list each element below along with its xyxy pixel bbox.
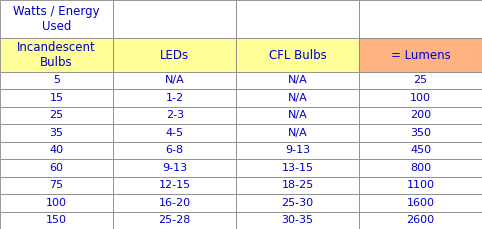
Bar [0,159,113,177]
Text: 2-3: 2-3 [166,110,184,120]
Bar [113,159,236,177]
Text: 1100: 1100 [406,180,435,190]
Bar [236,107,359,124]
Text: N/A: N/A [288,128,308,138]
Bar [0,107,113,124]
Text: 1600: 1600 [406,198,435,208]
Bar [359,177,482,194]
Bar [236,194,359,212]
Text: 60: 60 [50,163,64,173]
Bar [113,72,236,89]
Text: 100: 100 [46,198,67,208]
Bar [236,159,359,177]
Text: 25-28: 25-28 [159,215,191,225]
Bar [236,142,359,159]
Bar [359,212,482,229]
Bar [359,38,482,72]
Text: Watts / Energy
Used: Watts / Energy Used [13,5,100,33]
Bar [359,0,482,38]
Bar [359,142,482,159]
Text: 1-2: 1-2 [166,93,184,103]
Bar [236,0,359,38]
Bar [236,89,359,107]
Text: N/A: N/A [165,75,185,85]
Bar [0,212,113,229]
Text: CFL Bulbs: CFL Bulbs [269,49,326,62]
Bar [359,72,482,89]
Text: 18-25: 18-25 [281,180,314,190]
Bar [0,194,113,212]
Text: Incandescent
Bulbs: Incandescent Bulbs [17,41,96,69]
Bar [113,194,236,212]
Text: 13-15: 13-15 [281,163,314,173]
Text: 75: 75 [50,180,64,190]
Bar [236,38,359,72]
Bar [236,124,359,142]
Text: 16-20: 16-20 [159,198,191,208]
Bar [113,107,236,124]
Text: N/A: N/A [288,75,308,85]
Bar [113,142,236,159]
Text: N/A: N/A [288,93,308,103]
Bar [359,89,482,107]
Text: 30-35: 30-35 [281,215,314,225]
Text: 15: 15 [50,93,64,103]
Bar [359,194,482,212]
Text: LEDs: LEDs [160,49,189,62]
Text: 35: 35 [50,128,64,138]
Bar [0,72,113,89]
Bar [0,142,113,159]
Text: 450: 450 [410,145,431,155]
Text: = Lumens: = Lumens [391,49,450,62]
Bar [113,38,236,72]
Text: 2600: 2600 [406,215,435,225]
Bar [113,212,236,229]
Bar [113,124,236,142]
Text: 5: 5 [53,75,60,85]
Bar [113,177,236,194]
Text: 800: 800 [410,163,431,173]
Text: 4-5: 4-5 [166,128,184,138]
Text: 350: 350 [410,128,431,138]
Text: 25: 25 [50,110,64,120]
Text: N/A: N/A [288,110,308,120]
Text: 200: 200 [410,110,431,120]
Bar [236,212,359,229]
Text: 9-13: 9-13 [162,163,187,173]
Text: 6-8: 6-8 [166,145,184,155]
Bar [359,124,482,142]
Bar [113,0,236,38]
Text: 100: 100 [410,93,431,103]
Text: 25-30: 25-30 [281,198,314,208]
Text: 25: 25 [414,75,428,85]
Bar [113,89,236,107]
Bar [236,177,359,194]
Text: 12-15: 12-15 [159,180,191,190]
Text: 40: 40 [50,145,64,155]
Text: 9-13: 9-13 [285,145,310,155]
Bar [236,72,359,89]
Bar [359,107,482,124]
Bar [0,124,113,142]
Bar [0,38,113,72]
Bar [0,89,113,107]
Text: 150: 150 [46,215,67,225]
Bar [0,0,113,38]
Bar [359,159,482,177]
Bar [0,177,113,194]
